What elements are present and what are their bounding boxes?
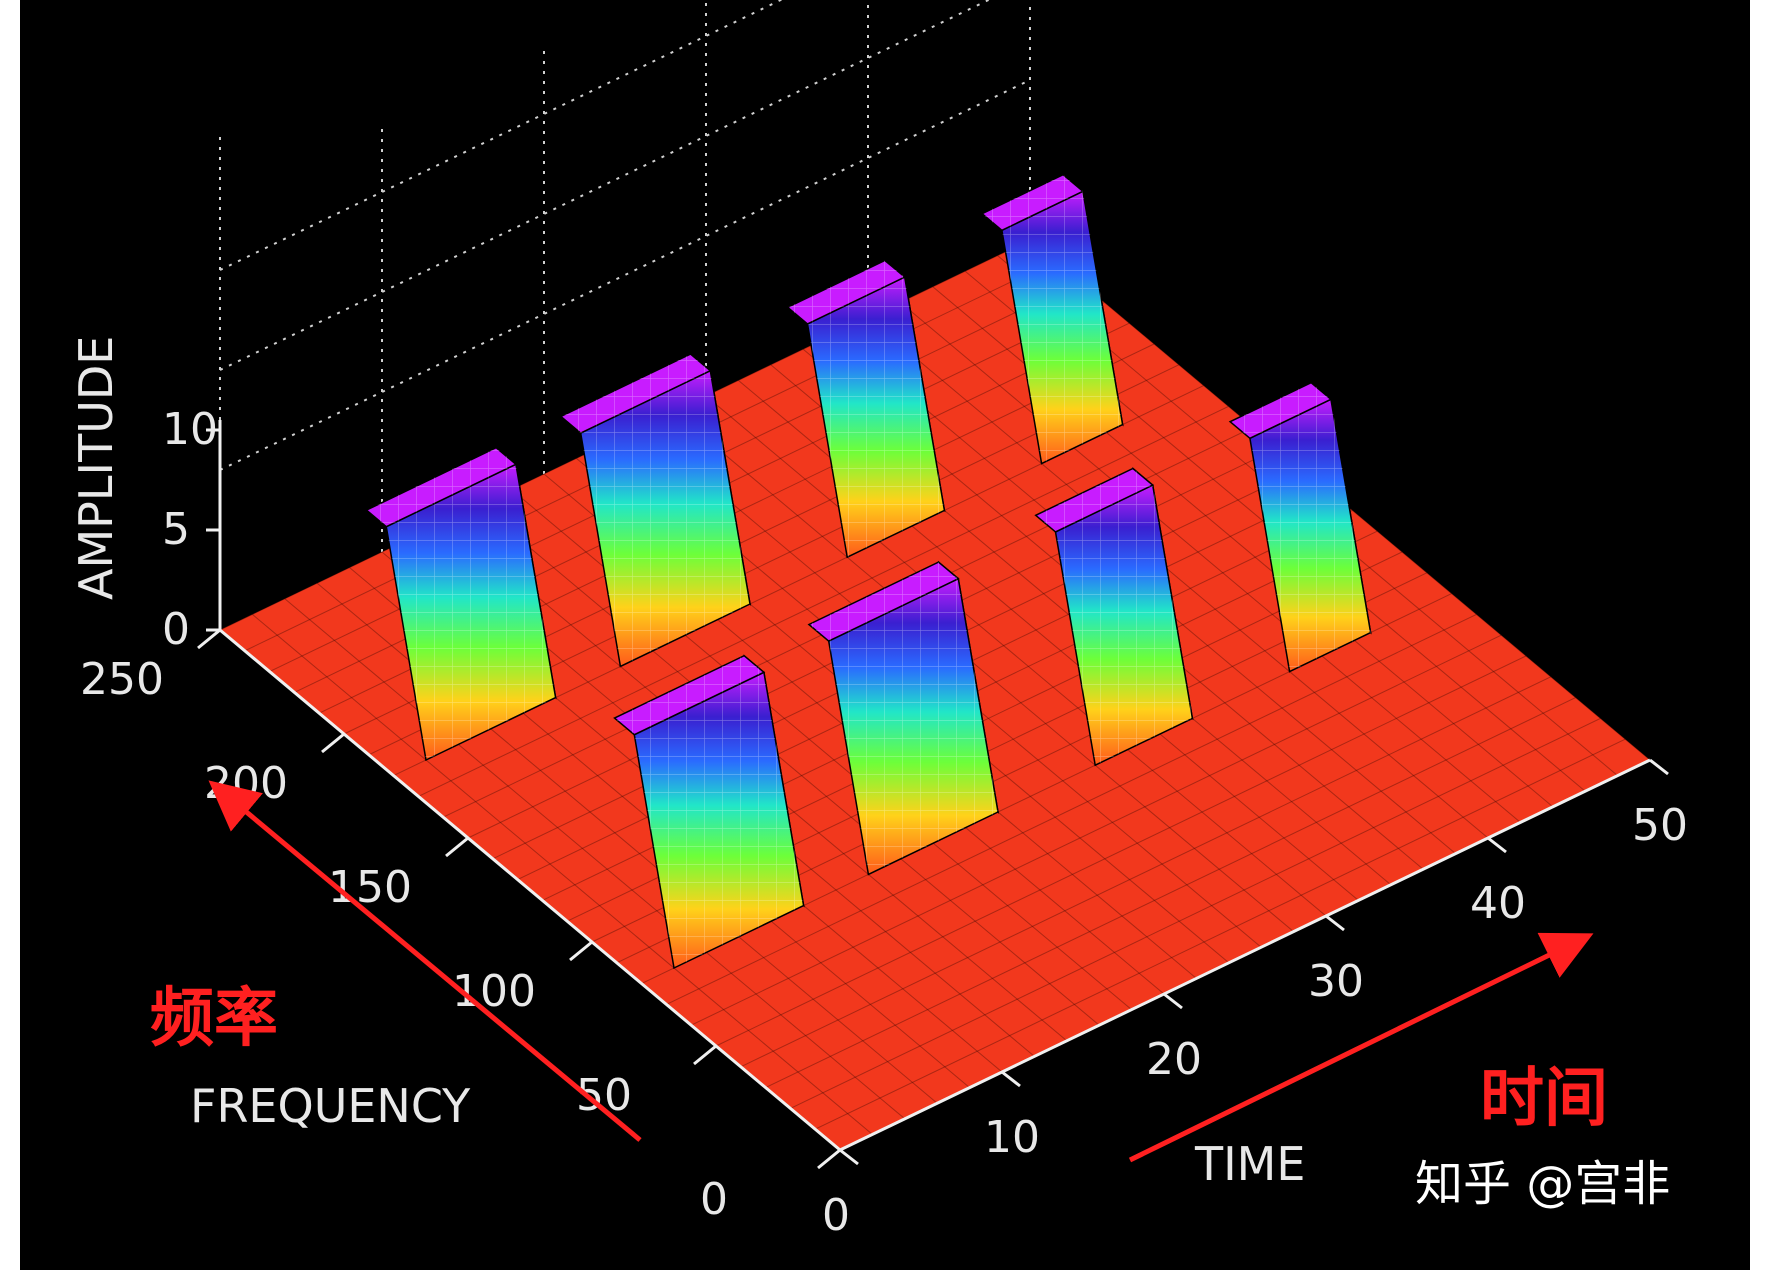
y-axis-title: FREQUENCY	[190, 1079, 471, 1133]
mesh-line	[478, 504, 1100, 1026]
peak-front-mesh	[1249, 399, 1371, 672]
x-tick-mark	[839, 1148, 859, 1166]
mesh-line	[814, 738, 1626, 1130]
peak	[980, 173, 1124, 465]
x-tick-mark	[1649, 758, 1669, 776]
peak	[1228, 381, 1372, 673]
peak	[807, 560, 1000, 876]
peak	[613, 654, 805, 970]
y-tick-mark	[197, 628, 221, 650]
frequency-annotation: 频率	[150, 982, 278, 1056]
peak	[786, 259, 946, 559]
peak-top-mesh	[982, 174, 1083, 231]
mesh-line	[790, 717, 1601, 1109]
y-tick-mark	[817, 1148, 841, 1170]
y-tick-label: 0	[700, 1174, 728, 1225]
peak-top-mesh	[787, 260, 905, 324]
axes-layer	[218, 420, 1651, 1152]
mesh-line	[740, 676, 1552, 1068]
x-tick-label: 40	[1470, 878, 1526, 929]
mesh-line	[252, 614, 873, 1135]
peak-front-mesh	[828, 578, 998, 875]
y-tick-mark	[321, 732, 345, 754]
y-tick-label: 250	[80, 654, 164, 705]
time-annotation: 时间	[1480, 1062, 1608, 1136]
peak-top-mesh	[366, 447, 516, 527]
x-tick-label: 30	[1308, 956, 1364, 1007]
mesh-line	[666, 613, 1477, 1005]
peak-top-mesh	[614, 655, 764, 735]
peak-front-mesh	[1001, 191, 1123, 464]
peak-top-mesh	[560, 354, 711, 434]
y-tick-mark	[445, 836, 469, 858]
peaks-layer	[365, 173, 1372, 970]
time-axis-line	[839, 758, 1651, 1152]
x-tick-mark	[1487, 836, 1507, 854]
y-tick-label: 100	[452, 966, 536, 1017]
x-tick-mark	[1163, 992, 1183, 1010]
mesh-line	[705, 395, 1327, 917]
mesh-line	[715, 655, 1527, 1047]
x-axis-title: TIME	[1194, 1137, 1305, 1191]
mesh-line	[765, 697, 1576, 1089]
peak-top-mesh	[1230, 382, 1331, 439]
peak	[365, 446, 557, 762]
z-tick-label: 5	[162, 504, 190, 555]
x-tick-label: 0	[822, 1190, 850, 1241]
x-tick-mark	[1001, 1070, 1021, 1088]
y-tick-label: 200	[204, 758, 288, 809]
time-arrow	[1128, 932, 1594, 1163]
peak	[559, 352, 752, 668]
peak-front-mesh	[634, 672, 804, 968]
mesh-line	[418, 405, 1229, 797]
frequency-axis-line	[219, 628, 841, 1152]
x-tick-label: 10	[984, 1112, 1040, 1163]
z-tick-label: 10	[162, 404, 218, 455]
y-tick-mark	[569, 940, 593, 962]
mesh-line	[690, 634, 1502, 1026]
peak-front-mesh	[1055, 485, 1193, 766]
back-horizontal-gridline	[219, 0, 784, 271]
peak-front-mesh	[386, 464, 556, 760]
frequency-arrow	[208, 780, 642, 1142]
mesh-line	[673, 411, 1294, 932]
watermark: 知乎 @宫非	[1415, 1156, 1670, 1212]
x-tick-label: 50	[1632, 800, 1688, 851]
peak	[1034, 467, 1194, 767]
x-tick-mark	[1325, 914, 1345, 932]
mesh-line	[900, 302, 1521, 823]
peak-front-mesh	[580, 370, 750, 667]
peak-top-mesh	[1035, 468, 1153, 532]
x-tick-label: 20	[1146, 1034, 1202, 1085]
mesh-line	[284, 598, 906, 1120]
chart-frame: 0 10 20 30 40 50 0 50 100 150 200 250 0 5 10 AMPLITUDE…	[20, 0, 1750, 1270]
z-axis-title: AMPLITUDE	[69, 336, 123, 600]
y-tick-label: 150	[328, 862, 412, 913]
peak-front-mesh	[807, 277, 945, 558]
peak-top-mesh	[808, 562, 959, 642]
z-tick-label: 0	[162, 604, 190, 655]
mesh-line	[867, 317, 1489, 839]
y-tick-mark	[693, 1044, 717, 1066]
